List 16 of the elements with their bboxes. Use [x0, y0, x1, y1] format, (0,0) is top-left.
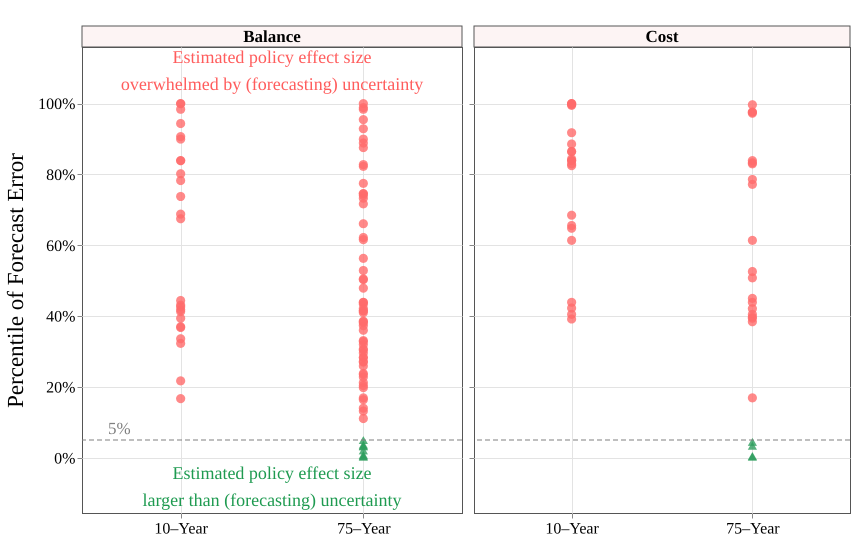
y-tick-label: 100% — [38, 96, 76, 114]
annotation: Estimated policy effect size larger than (forecasting) uncertainty — [142, 463, 402, 510]
y-tick-label: 40% — [46, 308, 76, 326]
y-tick-label: 80% — [46, 166, 76, 184]
ref-line-label: 5% — [108, 419, 131, 438]
y-tick-label: 0% — [54, 450, 76, 468]
annotation: Estimated policy effect size overwhelmed by (forecasting) uncertainty — [120, 47, 424, 94]
x-tick-label: 75–Year — [726, 520, 780, 538]
chart-title: Cost — [645, 27, 679, 46]
y-tick-label: 20% — [46, 379, 76, 396]
x-tick-label: 75–Year — [337, 520, 392, 538]
y-axis-title: Percentile of Forecast Error — [3, 152, 28, 408]
x-tick-label: 10–Year — [154, 520, 209, 538]
y-tick-label: 60% — [46, 238, 76, 255]
x-tick-label: 10–Year — [545, 520, 600, 538]
chart-title: Balance — [243, 27, 302, 46]
